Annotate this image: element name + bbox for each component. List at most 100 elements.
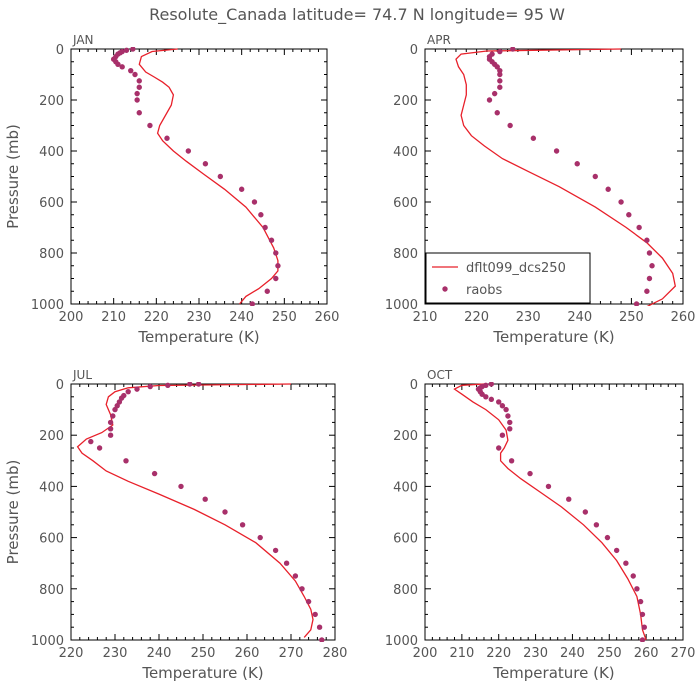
raobs-point: [258, 212, 264, 218]
y-tick-label: 1000: [31, 634, 64, 649]
raobs-point: [110, 413, 116, 419]
raobs-point: [283, 560, 290, 566]
raobs-point: [312, 611, 318, 618]
raobs-point: [553, 148, 560, 154]
raobs-point: [503, 406, 509, 413]
figure-title: Resolute_Canada latitude= 74.7 N longitu…: [149, 5, 565, 25]
raobs-point: [491, 90, 498, 97]
legend-marker-swatch: [442, 286, 448, 292]
x-tick-label: 220: [486, 646, 511, 661]
x-tick-label: 230: [187, 310, 212, 325]
raobs-point: [107, 426, 114, 432]
chart-panel-jan: 200 210 220 230 240 250 260 0 200 400 600 800 1000 JA…: [4, 33, 339, 346]
y-tick-label: 200: [393, 429, 418, 444]
y-axis-label: Pressure (mb): [4, 124, 22, 229]
raobs-point: [644, 237, 650, 243]
plot-area: [453, 382, 647, 642]
x-axis-label: Temperature (K): [137, 328, 259, 346]
raobs-point: [488, 396, 495, 403]
y-tick-label: 0: [56, 43, 64, 58]
y-tick-label: 1000: [31, 298, 64, 313]
raobs-point: [272, 547, 279, 554]
raobs-point: [545, 483, 552, 490]
raobs-point: [593, 522, 600, 528]
raobs-point: [202, 496, 208, 502]
y-tick-label: 600: [393, 196, 418, 211]
raobs-point: [165, 382, 171, 388]
raobs-point: [592, 173, 598, 180]
plot-frame: [70, 48, 328, 305]
x-tick-label: 250: [597, 646, 622, 661]
x-axis-label: Temperature (K): [492, 328, 614, 346]
raobs-point: [121, 392, 127, 399]
y-tick-label: 800: [393, 247, 418, 262]
raobs-point: [574, 161, 580, 167]
raobs-point: [195, 382, 202, 387]
y-tick-label: 800: [39, 583, 64, 598]
raobs-point: [136, 84, 142, 90]
panel-title: JUL: [72, 368, 92, 382]
y-tick-label: 0: [410, 43, 418, 58]
raobs-point: [507, 419, 513, 426]
raobs-point: [123, 458, 129, 464]
x-tick-label: 230: [523, 646, 548, 661]
raobs-point: [646, 250, 653, 256]
raobs-point: [132, 71, 138, 78]
raobs-point: [646, 275, 653, 282]
raobs-point: [151, 470, 158, 477]
raobs-point: [508, 458, 515, 464]
raobs-point: [136, 110, 142, 116]
raobs-point: [507, 426, 513, 432]
raobs-point: [257, 534, 263, 541]
raobs-point: [125, 388, 131, 395]
raobs-point: [187, 382, 193, 387]
raobs-point: [497, 67, 503, 74]
raobs-point: [496, 399, 502, 405]
x-tick-label: 260: [671, 310, 696, 325]
raobs-point: [123, 47, 130, 53]
model-profile-line: [455, 48, 677, 306]
legend-label: raobs: [466, 283, 503, 298]
legend-box: [425, 252, 591, 304]
raobs-point: [128, 67, 134, 74]
model-profile-line: [76, 383, 314, 638]
y-tick-label: 400: [39, 145, 64, 160]
chart-panel-jul: 220 230 240 250 260 270 280 0 200 400 600 800 1000 JU…: [4, 368, 347, 682]
panel-title: APR: [427, 33, 451, 47]
raobs-point: [618, 199, 624, 205]
chart-panel-oct: 200 210 220 230 240 250 260 270 0 200 400 600 800 100…: [385, 368, 696, 682]
raobs-point: [316, 624, 323, 630]
raobs-point: [249, 301, 256, 306]
raobs-point: [262, 224, 268, 231]
raobs-point: [273, 250, 279, 256]
raobs-point: [239, 522, 246, 528]
raobs-point: [488, 382, 495, 387]
raobs-point: [630, 573, 636, 579]
raobs-point: [251, 199, 258, 205]
x-tick-label: 250: [619, 310, 644, 325]
model-profile-line: [138, 48, 279, 305]
raobs-point: [497, 78, 503, 84]
raobs-point: [582, 509, 589, 515]
y-tick-label: 200: [39, 94, 64, 109]
y-tick-label: 1000: [385, 634, 418, 649]
x-tick-label: 210: [413, 310, 438, 325]
x-tick-label: 210: [449, 646, 474, 661]
x-tick-label: 270: [671, 646, 696, 661]
raobs-point: [604, 534, 611, 541]
y-tick-label: 600: [393, 532, 418, 547]
y-tick-label: 1000: [385, 298, 418, 313]
raobs-point: [119, 48, 125, 55]
raobs-point: [637, 598, 644, 605]
raobs-point: [626, 212, 632, 218]
raobs-point: [639, 637, 646, 642]
raobs-point: [134, 97, 140, 103]
panels: 200 210 220 230 240 250 260 0 200 400 600 800 1000 JA…: [4, 33, 695, 682]
x-tick-label: 280: [323, 646, 348, 661]
raobs-point: [527, 470, 533, 477]
y-axis-label: Pressure (mb): [4, 460, 22, 565]
raobs-point: [178, 483, 184, 490]
raobs-point: [238, 186, 245, 192]
raobs-point: [505, 413, 511, 419]
raobs-point: [202, 161, 209, 167]
